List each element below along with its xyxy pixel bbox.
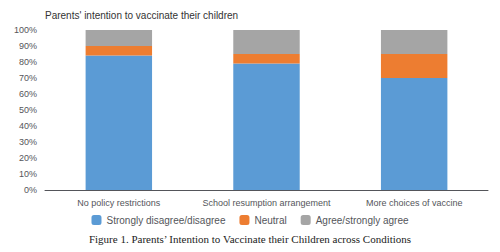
- svg-text:20%: 20%: [19, 153, 37, 163]
- svg-text:0%: 0%: [24, 185, 37, 195]
- svg-text:30%: 30%: [19, 137, 37, 147]
- svg-text:60%: 60%: [19, 89, 37, 99]
- svg-text:Agree/strongly agree: Agree/strongly agree: [316, 215, 409, 226]
- svg-text:70%: 70%: [19, 73, 37, 83]
- svg-text:Neutral: Neutral: [254, 215, 286, 226]
- svg-text:80%: 80%: [19, 57, 37, 67]
- svg-text:50%: 50%: [19, 105, 37, 115]
- svg-text:Strongly disagree/disagree: Strongly disagree/disagree: [106, 215, 225, 226]
- svg-text:100%: 100%: [14, 25, 37, 35]
- svg-text:10%: 10%: [19, 169, 37, 179]
- svg-text:More choices of vaccine: More choices of vaccine: [366, 198, 463, 208]
- svg-text:No policy restrictions: No policy restrictions: [77, 198, 161, 208]
- svg-text:40%: 40%: [19, 121, 37, 131]
- svg-text:Figure 1. Parents’ Intention t: Figure 1. Parents’ Intention to Vaccinat…: [89, 233, 411, 245]
- svg-text:School resumption arrangement: School resumption arrangement: [202, 198, 331, 208]
- svg-text:Parents' intention to vaccinat: Parents' intention to vaccinate their ch…: [45, 10, 238, 21]
- svg-text:90%: 90%: [19, 41, 37, 51]
